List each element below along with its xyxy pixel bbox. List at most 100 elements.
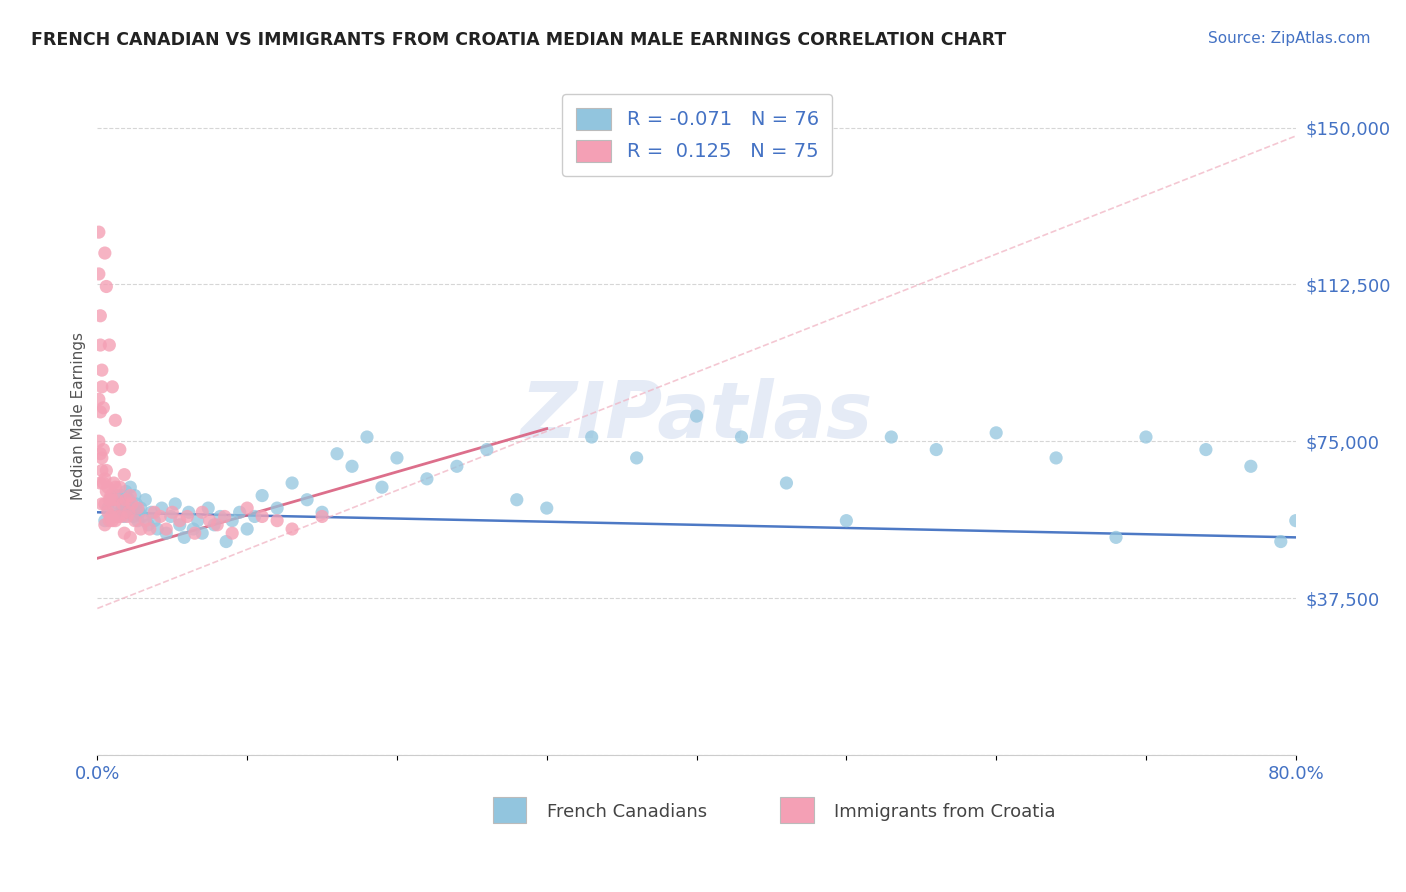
Point: [536, 501, 558, 516]
Point: [356, 430, 378, 444]
Point: [775, 475, 797, 490]
Point: [162, 505, 184, 519]
Point: [89, 405, 111, 419]
FancyBboxPatch shape: [494, 797, 526, 822]
Point: [250, 509, 273, 524]
Point: [1135, 430, 1157, 444]
Point: [228, 505, 250, 519]
Point: [136, 517, 159, 532]
Point: [87, 434, 110, 449]
Point: [150, 501, 173, 516]
Point: [169, 514, 191, 528]
Point: [626, 450, 648, 465]
Point: [87, 225, 110, 239]
Point: [191, 526, 214, 541]
Text: Immigrants from Croatia: Immigrants from Croatia: [834, 804, 1056, 822]
Point: [340, 459, 363, 474]
Text: FRENCH CANADIAN VS IMMIGRANTS FROM CROATIA MEDIAN MALE EARNINGS CORRELATION CHAR: FRENCH CANADIAN VS IMMIGRANTS FROM CROAT…: [31, 31, 1007, 49]
Point: [221, 526, 243, 541]
Point: [121, 501, 143, 516]
Point: [250, 489, 273, 503]
Point: [112, 467, 135, 482]
Point: [197, 501, 219, 516]
Point: [730, 430, 752, 444]
Point: [191, 505, 214, 519]
Legend: R = -0.071   N = 76, R =  0.125   N = 75: R = -0.071 N = 76, R = 0.125 N = 75: [562, 94, 832, 176]
Point: [94, 246, 117, 260]
Point: [925, 442, 948, 457]
Point: [120, 480, 142, 494]
Point: [118, 492, 141, 507]
Point: [1270, 534, 1292, 549]
Point: [112, 526, 135, 541]
Point: [114, 484, 136, 499]
Point: [146, 522, 169, 536]
Point: [159, 509, 181, 524]
Point: [311, 505, 333, 519]
Y-axis label: Median Male Earnings: Median Male Earnings: [72, 332, 86, 500]
Point: [93, 475, 115, 490]
Point: [880, 430, 903, 444]
Point: [139, 522, 162, 536]
Point: [104, 514, 127, 528]
Point: [108, 505, 131, 519]
Point: [101, 514, 124, 528]
Point: [94, 497, 117, 511]
Point: [117, 505, 139, 519]
Point: [107, 509, 129, 524]
Point: [581, 430, 603, 444]
Point: [1105, 530, 1128, 544]
Text: French Canadians: French Canadians: [547, 804, 707, 822]
Point: [89, 338, 111, 352]
Point: [107, 497, 129, 511]
Point: [209, 509, 232, 524]
Point: [94, 517, 117, 532]
Point: [110, 489, 132, 503]
Point: [1195, 442, 1218, 457]
Point: [100, 489, 122, 503]
Point: [100, 509, 122, 524]
Point: [125, 497, 148, 511]
Point: [165, 497, 187, 511]
Point: [266, 501, 288, 516]
Point: [281, 475, 304, 490]
Point: [98, 492, 121, 507]
Point: [127, 514, 149, 528]
Point: [295, 492, 318, 507]
Point: [103, 509, 125, 524]
Point: [97, 501, 120, 516]
Point: [108, 442, 131, 457]
Text: Source: ZipAtlas.com: Source: ZipAtlas.com: [1208, 31, 1371, 46]
Point: [177, 505, 200, 519]
Point: [90, 497, 112, 511]
Point: [124, 514, 146, 528]
Point: [121, 497, 143, 511]
Point: [120, 489, 142, 503]
Point: [89, 475, 111, 490]
Point: [103, 501, 125, 516]
Point: [129, 522, 152, 536]
Point: [112, 509, 135, 524]
Point: [101, 380, 124, 394]
Point: [475, 442, 498, 457]
Point: [114, 492, 136, 507]
Point: [134, 514, 156, 528]
Point: [94, 514, 117, 528]
Point: [105, 489, 128, 503]
Point: [124, 489, 146, 503]
Point: [446, 459, 468, 474]
Point: [371, 480, 394, 494]
Point: [110, 509, 132, 524]
Point: [105, 492, 128, 507]
Point: [149, 509, 172, 524]
Point: [104, 480, 127, 494]
Point: [173, 530, 195, 544]
Point: [986, 425, 1008, 440]
Text: ZIPatlas: ZIPatlas: [520, 378, 873, 454]
Point: [506, 492, 529, 507]
Point: [266, 514, 288, 528]
Point: [96, 463, 118, 477]
Point: [87, 267, 110, 281]
Point: [98, 338, 121, 352]
Point: [1045, 450, 1067, 465]
